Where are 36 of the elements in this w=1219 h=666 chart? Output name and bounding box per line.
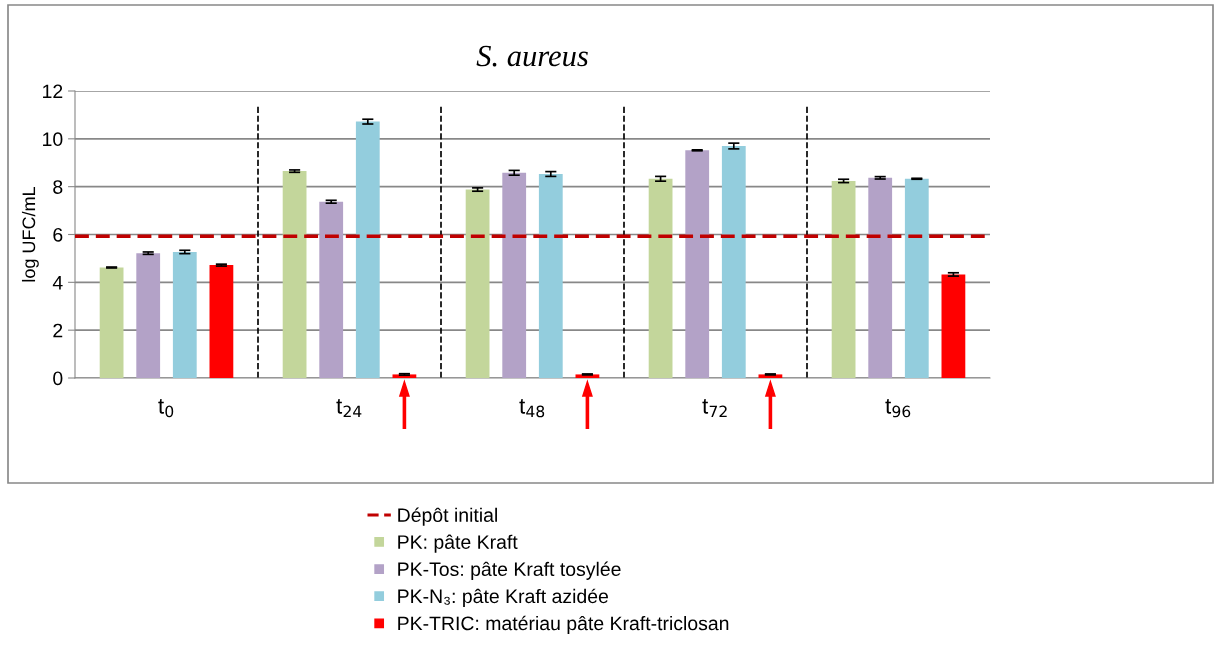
legend-label: PK-Tos: pâte Kraft tosylée xyxy=(398,561,621,580)
y-tick-label: 6 xyxy=(53,227,63,242)
legend-label: PK: pâte Kraft xyxy=(398,534,518,553)
bar xyxy=(941,274,966,378)
y-axis-title: log UFC/mL xyxy=(21,186,39,282)
bar xyxy=(868,177,893,378)
legend-label: Dépôt initial xyxy=(398,507,497,526)
x-tick-label: t$_{0}$ xyxy=(158,399,174,418)
y-tick-label: 4 xyxy=(52,276,63,290)
bar xyxy=(502,172,527,378)
bar xyxy=(465,189,490,378)
legend-label: PK-N₃: pâte Kraft azidée xyxy=(398,588,608,607)
bar xyxy=(648,178,673,378)
bar xyxy=(319,201,344,378)
y-tick-label: 12 xyxy=(43,84,63,99)
y-tick-label: 10 xyxy=(43,132,63,147)
x-tick-label: t$_{96}$ xyxy=(885,399,911,418)
bar xyxy=(172,251,197,378)
bar xyxy=(831,180,856,378)
x-tick-label: t$_{72}$ xyxy=(702,399,727,418)
bar xyxy=(99,267,124,378)
bar xyxy=(538,173,563,378)
bar xyxy=(685,150,710,378)
x-tick-label: t$_{24}$ xyxy=(336,399,362,418)
bar xyxy=(904,178,929,378)
legend-label: PK-TRIC: matériau pâte Kraft-triclosan xyxy=(398,615,729,635)
y-tick-label: 2 xyxy=(53,323,63,338)
bar xyxy=(282,171,307,378)
bar xyxy=(136,253,161,378)
bar xyxy=(721,146,746,378)
bar xyxy=(209,265,234,378)
bar xyxy=(355,121,380,378)
x-tick-label: t$_{48}$ xyxy=(519,399,545,418)
y-tick-label: 0 xyxy=(53,371,63,386)
y-tick-label: 8 xyxy=(53,180,63,194)
chart-title: S. aureus xyxy=(476,45,588,67)
